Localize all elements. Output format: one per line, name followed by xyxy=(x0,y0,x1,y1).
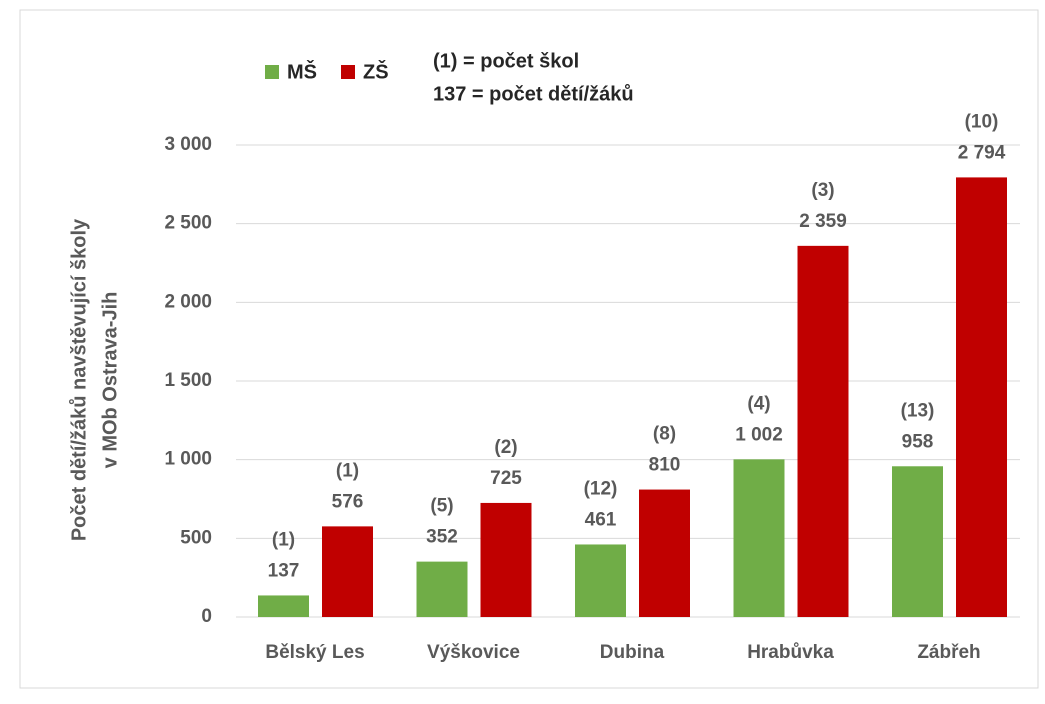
bar xyxy=(733,459,785,617)
y-tick-label: 2 500 xyxy=(164,213,212,234)
x-tick-label: Zábřeh xyxy=(917,642,980,663)
value-label: 810 xyxy=(649,455,681,476)
bar xyxy=(416,561,468,617)
school-label: (1) xyxy=(336,460,359,481)
value-label: 1 002 xyxy=(735,424,783,445)
y-axis-label-line: Počet dětí/žáků navštěvující školy xyxy=(68,218,90,541)
y-tick-label: 0 xyxy=(201,606,212,627)
bar xyxy=(480,502,532,617)
bar xyxy=(797,245,849,618)
bar xyxy=(639,489,690,617)
value-label: 725 xyxy=(490,468,522,489)
y-tick-label: 1 500 xyxy=(164,370,212,391)
y-axis-label-line: v MOb Ostrava-Jih xyxy=(99,292,121,469)
bar xyxy=(258,595,309,617)
school-label: (5) xyxy=(430,496,453,517)
bar xyxy=(322,526,373,617)
y-tick-label: 1 000 xyxy=(164,449,212,470)
y-axis-label: Počet dětí/žáků navštěvující školy v MOb… xyxy=(68,218,121,541)
value-label: 2 359 xyxy=(799,211,847,232)
y-tick-label: 2 000 xyxy=(164,291,212,312)
legend-swatch xyxy=(265,65,279,79)
value-label: 137 xyxy=(268,560,300,581)
school-label: (1) xyxy=(272,529,295,550)
bar xyxy=(956,177,1007,618)
bar xyxy=(575,544,626,617)
x-tick-label: Výškovice xyxy=(427,642,520,663)
value-label: 461 xyxy=(585,509,617,530)
value-label: 2 794 xyxy=(958,142,1006,163)
school-label: (13) xyxy=(901,400,935,421)
school-label: (12) xyxy=(584,478,618,499)
bar xyxy=(892,466,943,617)
y-tick-label: 500 xyxy=(180,527,212,548)
y-tick-label: 3 000 xyxy=(164,134,212,155)
school-label: (10) xyxy=(965,111,999,132)
x-tick-label: Bělský Les xyxy=(265,642,364,663)
school-label: (3) xyxy=(811,180,834,201)
legend-label: ZŠ xyxy=(363,59,389,83)
value-label: 958 xyxy=(902,431,934,452)
school-label: (2) xyxy=(494,437,517,458)
x-tick-label: Hrabůvka xyxy=(747,642,834,663)
legend-note: 137 = počet dětí/žáků xyxy=(433,83,634,105)
legend-note: (1) = počet škol xyxy=(433,50,579,72)
value-label: 576 xyxy=(332,491,364,512)
x-tick-label: Dubina xyxy=(600,642,665,663)
value-label: 352 xyxy=(426,527,458,548)
legend-label: MŠ xyxy=(287,59,317,83)
school-label: (4) xyxy=(747,393,770,414)
school-label: (8) xyxy=(653,424,676,445)
legend-swatch xyxy=(341,65,355,79)
